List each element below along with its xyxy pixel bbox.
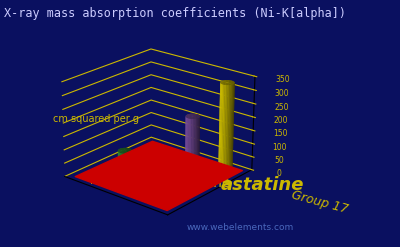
Text: X-ray mass absorption coefficients (Ni-K[alpha]): X-ray mass absorption coefficients (Ni-K… [4,7,346,21]
Text: Group 17: Group 17 [290,189,350,216]
Text: www.webelements.com: www.webelements.com [186,223,294,232]
Text: cm squared per g: cm squared per g [53,114,139,124]
